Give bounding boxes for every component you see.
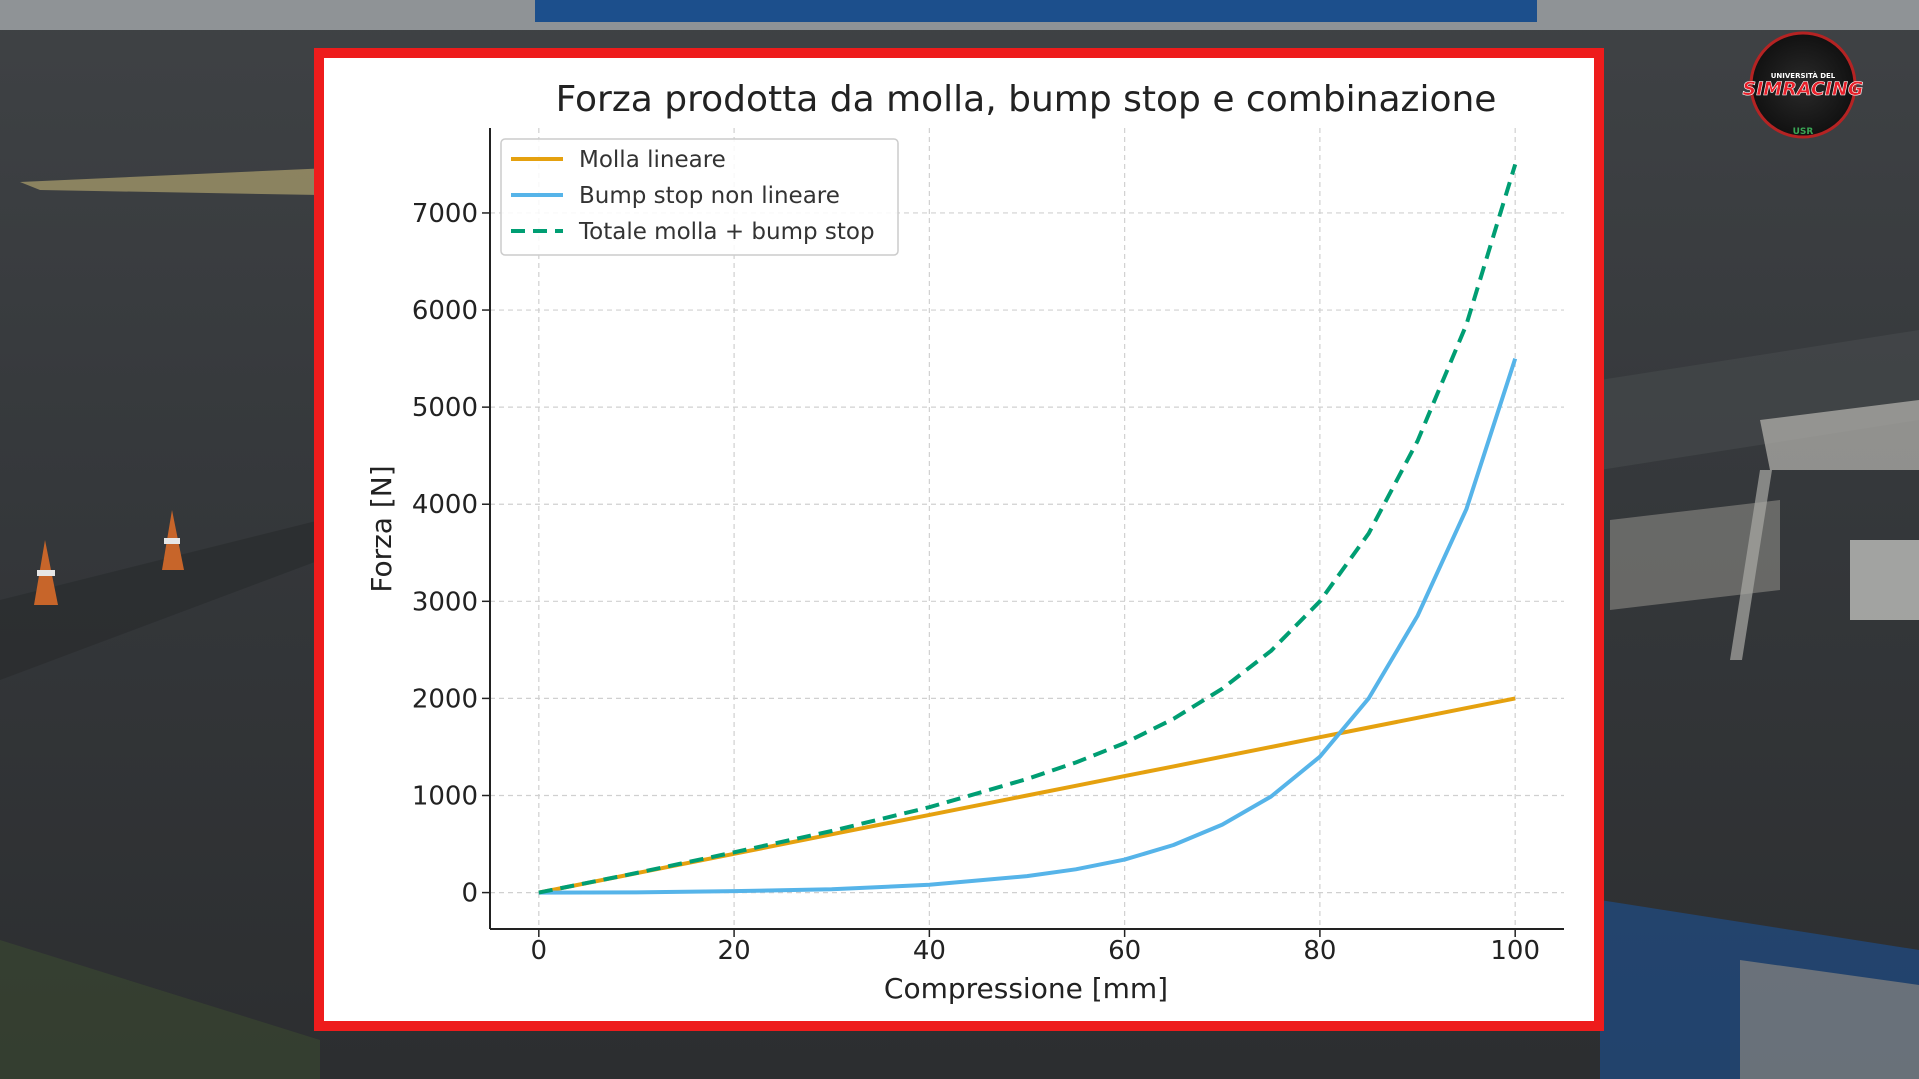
y-tick-label: 3000 bbox=[412, 587, 478, 617]
series-line-2 bbox=[538, 357, 1518, 895]
y-axis-label: Forza [N] bbox=[365, 465, 398, 592]
plot-area: 0 20 40 60 80 1000100020003000400050006000700… bbox=[412, 128, 1564, 966]
legend-label: Molla lineare bbox=[579, 147, 726, 173]
logo-top-text: UNIVERSITÀ DEL bbox=[1771, 71, 1836, 80]
y-tick-label: 1000 bbox=[412, 782, 478, 812]
legend-box bbox=[500, 138, 899, 256]
chart-title: Forza prodotta da molla, bump stop e com… bbox=[556, 79, 1497, 120]
logo-main-text: SIMRACING bbox=[1743, 78, 1864, 100]
legend-label: Bump stop non lineare bbox=[579, 183, 840, 209]
x-tick-label: 0 bbox=[531, 936, 548, 966]
y-tick-label: 0 bbox=[461, 879, 478, 909]
legend-label: Totale molla + bump stop bbox=[578, 219, 875, 245]
x-axis-label: Compressione [mm] bbox=[884, 972, 1168, 1005]
x-tick-label: 100 bbox=[1490, 936, 1540, 966]
y-tick-label: 5000 bbox=[412, 393, 478, 423]
x-tick-label: 40 bbox=[913, 936, 946, 966]
y-tick-label: 7000 bbox=[412, 199, 478, 229]
y-tick-label: 4000 bbox=[412, 490, 478, 520]
x-tick-label: 20 bbox=[718, 936, 751, 966]
chart-card: Forza prodotta da molla, bump stop e com… bbox=[314, 48, 1604, 1031]
x-tick-label: 60 bbox=[1108, 936, 1141, 966]
x-tick-label: 80 bbox=[1303, 936, 1336, 966]
logo-badge-text: USR bbox=[1793, 127, 1814, 137]
simracing-logo: UNIVERSITÀ DEL SIMRACING USR bbox=[1742, 31, 1864, 139]
y-tick-label: 2000 bbox=[412, 684, 478, 714]
series-line-3 bbox=[538, 163, 1518, 895]
series-line-1 bbox=[538, 696, 1516, 895]
y-tick-label: 6000 bbox=[412, 296, 478, 326]
